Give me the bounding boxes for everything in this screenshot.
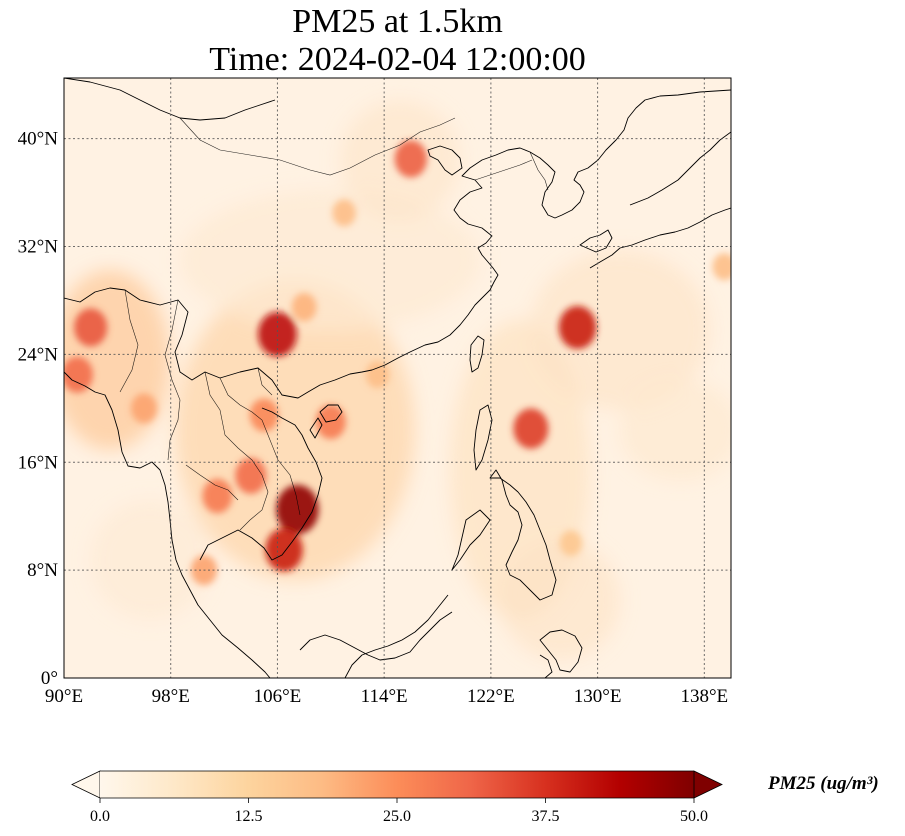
figure-title: PM25 at 1.5km Time: 2024-02-04 12:00:00: [64, 3, 731, 79]
colorbar-tick-label: 50.0: [680, 808, 708, 825]
lat-tick-label: 32°N: [18, 237, 59, 258]
coastlines: [64, 78, 731, 678]
pm25-hotspot-4: [64, 356, 93, 393]
gridlines: [64, 78, 731, 678]
lon-tick-label: 98°E: [152, 686, 190, 707]
pm25-hotspot-1: [265, 528, 303, 572]
colorbar-max-extension: [693, 770, 723, 799]
country-borders: [119, 117, 549, 531]
pm25-hotspots: [64, 140, 731, 586]
colorbar-body: [100, 771, 694, 798]
lon-tick-label: 114°E: [361, 686, 408, 707]
pm25-hotspot-0: [276, 484, 319, 535]
lon-tick-label: 106°E: [254, 686, 302, 707]
pm25-hotspot-11: [558, 305, 597, 350]
lat-tick-label: 0°: [41, 668, 58, 689]
pm25-hotspot-13: [291, 292, 317, 322]
lat-tick-label: 8°N: [27, 560, 58, 581]
colorbar-tick-label: 12.5: [235, 808, 263, 825]
map-frame: [63, 77, 732, 679]
pm25-hotspot-7: [202, 478, 233, 514]
lat-tick-label: 40°N: [18, 129, 59, 150]
lon-tick-label: 130°E: [574, 686, 622, 707]
pm25-hotspot-8: [249, 398, 279, 432]
colorbar-ticks: 0.0 12.5 25.0 37.5 50.0: [90, 798, 708, 825]
lat-tick-label: 24°N: [18, 344, 59, 365]
pm25-hotspot-9: [315, 404, 346, 440]
lon-tick-label: 138°E: [680, 686, 728, 707]
title-line-1: PM25 at 1.5km: [292, 3, 503, 40]
pm25-hotspot-15: [365, 361, 390, 389]
pm25-hotspot-6: [235, 457, 267, 494]
colorbar-min-extension: [71, 770, 101, 799]
pm25-hotspot-10: [513, 408, 549, 449]
title-line-2: Time: 2024-02-04 12:00:00: [209, 41, 586, 78]
latitude-tick-labels: 0° 8°N 16°N 24°N 32°N 40°N: [18, 129, 59, 689]
longitude-tick-labels: 90°E 98°E 106°E 114°E 122°E 130°E 138°E: [45, 686, 728, 707]
pm25-hotspot-14: [332, 199, 356, 227]
pm25-hotspot-12: [394, 140, 428, 178]
colorbar-tick-label: 37.5: [532, 808, 560, 825]
pm25-hotspot-2: [258, 311, 297, 357]
lon-tick-label: 122°E: [467, 686, 515, 707]
pm25-hotspot-3: [74, 308, 108, 347]
pm25-hotspot-5: [131, 393, 158, 424]
lat-tick-label: 16°N: [18, 452, 59, 473]
colorbar-label: PM25 (ug/m³): [768, 773, 879, 794]
map-panel: [64, 78, 731, 678]
pm25-hotspot-17: [559, 530, 583, 556]
colorbar-tick-label: 0.0: [90, 808, 110, 825]
colorbar: 0.0 12.5 25.0 37.5 50.0: [71, 770, 723, 825]
lon-tick-label: 90°E: [45, 686, 83, 707]
colorbar-tick-label: 25.0: [383, 808, 411, 825]
pm25-hotspot-18: [712, 253, 731, 281]
